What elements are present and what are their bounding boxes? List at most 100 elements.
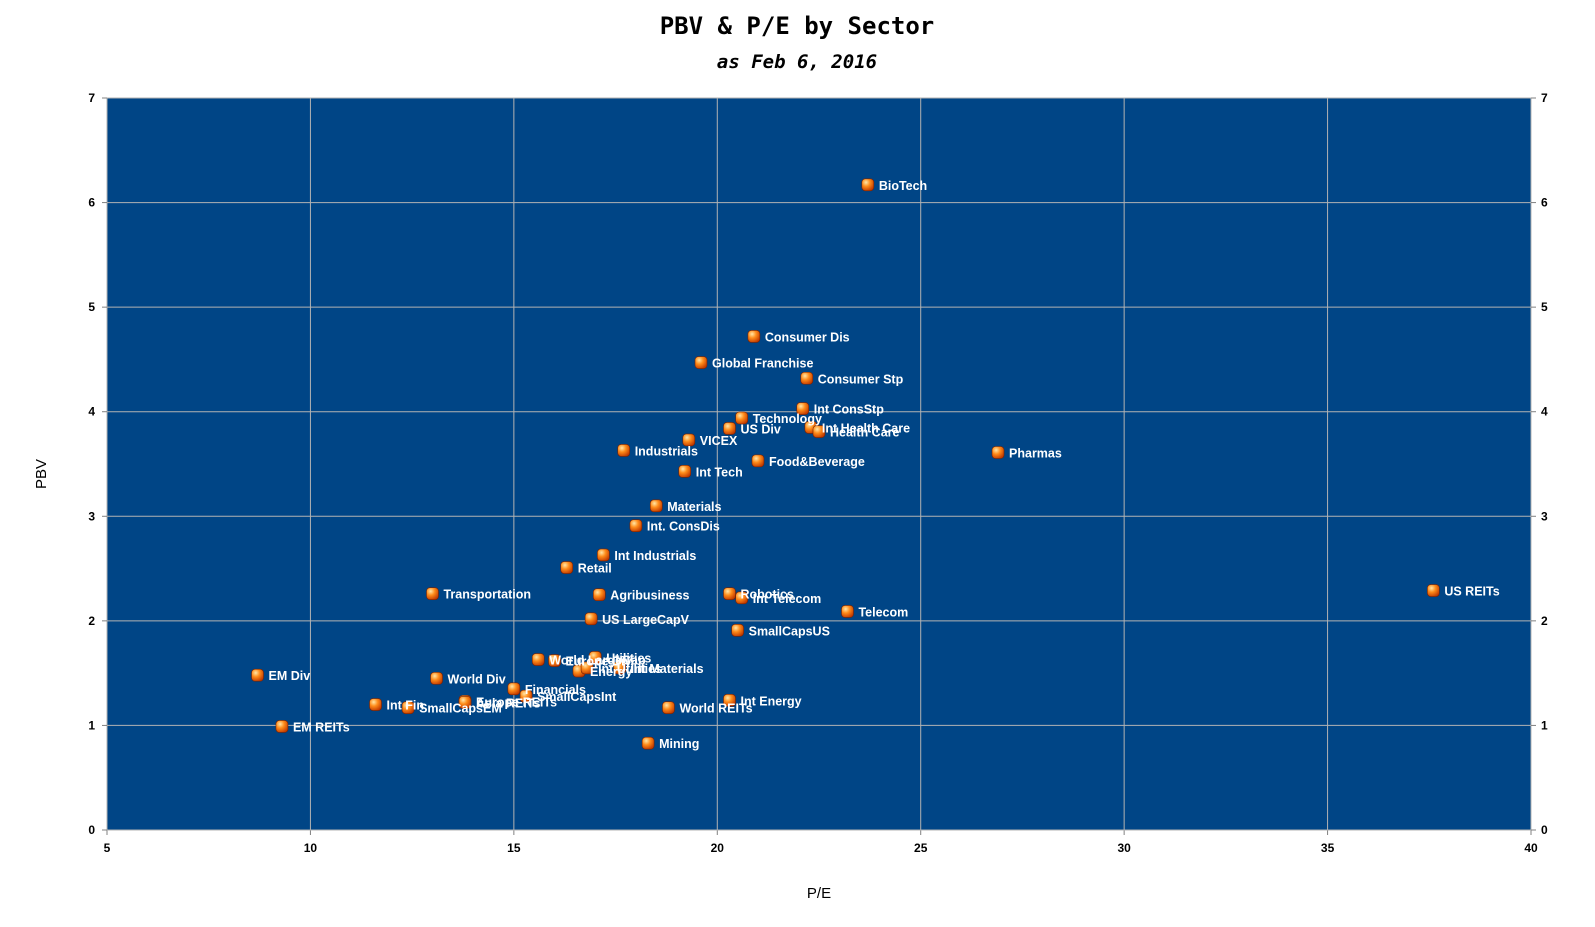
y-tick-label-right: 2 — [1541, 614, 1548, 628]
x-tick-label: 35 — [1321, 841, 1335, 855]
data-point — [649, 499, 663, 513]
data-point — [682, 433, 696, 447]
y-tick-label-left: 2 — [88, 614, 95, 628]
data-label: SmallCapsInt — [537, 690, 617, 704]
data-label: Int ConsStp — [814, 403, 884, 417]
x-tick-label: 20 — [711, 841, 725, 855]
gridlines — [102, 97, 1536, 835]
data-point — [641, 736, 655, 750]
data-label: Consumer Dis — [765, 330, 850, 344]
x-tick-label: 10 — [304, 841, 318, 855]
y-tick-label-left: 0 — [88, 823, 95, 837]
data-points — [251, 178, 1440, 750]
plot-area — [107, 98, 1531, 830]
data-point — [592, 588, 606, 602]
y-tick-label-right: 5 — [1541, 300, 1548, 314]
y-axis-label: PBV — [33, 459, 50, 489]
tick-labels: 5 10 15 20 25 30 35 400 01 12 23 34 45 56 67 7 — [88, 91, 1548, 855]
data-label: Int Tech — [696, 465, 743, 479]
data-label: Int Energy — [740, 694, 801, 708]
data-label: Technology — [753, 412, 822, 426]
data-label: US REITs — [1444, 585, 1499, 599]
data-label: World REITs — [679, 702, 752, 716]
data-point — [723, 422, 736, 435]
data-label: Industrials — [635, 444, 698, 458]
x-tick-label: 15 — [507, 841, 521, 855]
data-point — [723, 587, 736, 600]
data-point — [369, 698, 382, 711]
data-point — [747, 330, 761, 343]
data-label: Int Health Care — [822, 421, 910, 435]
x-axis-label: P/E — [807, 885, 831, 902]
data-label: Europe Div — [566, 655, 632, 669]
data-label: Financials — [525, 683, 586, 697]
data-label: US LargeCapV — [602, 613, 689, 627]
data-label: US Div — [740, 422, 780, 436]
data-label: Materials — [667, 500, 721, 514]
data-label: Int Telecom — [753, 592, 822, 606]
data-label: Retail — [578, 562, 612, 576]
y-tick-label-left: 3 — [88, 509, 95, 523]
data-point — [694, 356, 708, 369]
data-label: Pharmas — [1009, 446, 1062, 460]
y-tick-label-left: 4 — [88, 405, 95, 419]
y-tick-label-right: 3 — [1541, 509, 1548, 523]
data-point — [531, 653, 545, 666]
data-label: SmallCapsUS — [749, 624, 830, 638]
data-point — [841, 605, 854, 618]
data-labels: BioTech Consumer Dis Global Franchise Consu… — [269, 179, 1500, 751]
y-tick-label-left: 7 — [88, 91, 95, 105]
data-point — [275, 720, 289, 733]
data-label: Telecom — [858, 605, 908, 619]
data-point — [251, 668, 264, 682]
data-point — [560, 561, 574, 574]
data-point — [430, 672, 443, 685]
data-point — [735, 411, 748, 425]
data-point — [991, 446, 1005, 459]
data-label: Global Franchise — [712, 357, 813, 371]
x-tick-label: 30 — [1117, 841, 1131, 855]
data-point — [426, 587, 439, 600]
data-label: Consumer Stp — [818, 372, 904, 386]
data-point — [588, 651, 602, 664]
data-point — [613, 661, 626, 675]
data-point — [507, 682, 521, 696]
x-tick-label: 25 — [914, 841, 928, 855]
chart-title: PBV & P/E by Sector — [660, 12, 935, 40]
data-label: Europe REITs — [476, 695, 557, 709]
y-tick-label-right: 7 — [1541, 91, 1548, 105]
data-label: Int Utilities — [598, 662, 662, 676]
data-point — [796, 402, 810, 415]
x-tick-label: 5 — [104, 841, 111, 855]
data-point — [861, 178, 875, 192]
data-label: SmallCapsEM — [419, 702, 502, 716]
data-label: EM Div — [269, 669, 311, 683]
y-tick-label-left: 5 — [88, 300, 95, 314]
data-point — [731, 623, 744, 637]
data-label: Food&Beverage — [769, 455, 865, 469]
data-point — [735, 591, 748, 605]
data-point — [401, 701, 415, 714]
data-label: World LargeCap — [549, 654, 646, 668]
data-point — [458, 696, 472, 709]
y-tick-label-left: 6 — [88, 196, 95, 210]
y-tick-label-right: 0 — [1541, 823, 1548, 837]
data-label: Asia REITs — [476, 696, 540, 710]
data-label: Int Materials — [631, 662, 704, 676]
data-point — [1427, 584, 1440, 597]
data-label: World Div — [448, 672, 506, 686]
data-label: Utilities — [606, 651, 651, 665]
data-label: Int. ConsDis — [647, 520, 720, 534]
data-label: Transportation — [443, 588, 531, 602]
data-point — [662, 701, 675, 714]
y-tick-label-left: 1 — [88, 718, 95, 732]
y-tick-label-right: 4 — [1541, 405, 1548, 419]
data-point — [812, 425, 826, 438]
data-point — [584, 612, 598, 626]
data-label: Mining — [659, 737, 699, 751]
data-label: Agribusiness — [610, 589, 689, 603]
data-label: VICEX — [700, 434, 738, 448]
data-point — [800, 371, 814, 385]
data-point — [678, 465, 692, 478]
